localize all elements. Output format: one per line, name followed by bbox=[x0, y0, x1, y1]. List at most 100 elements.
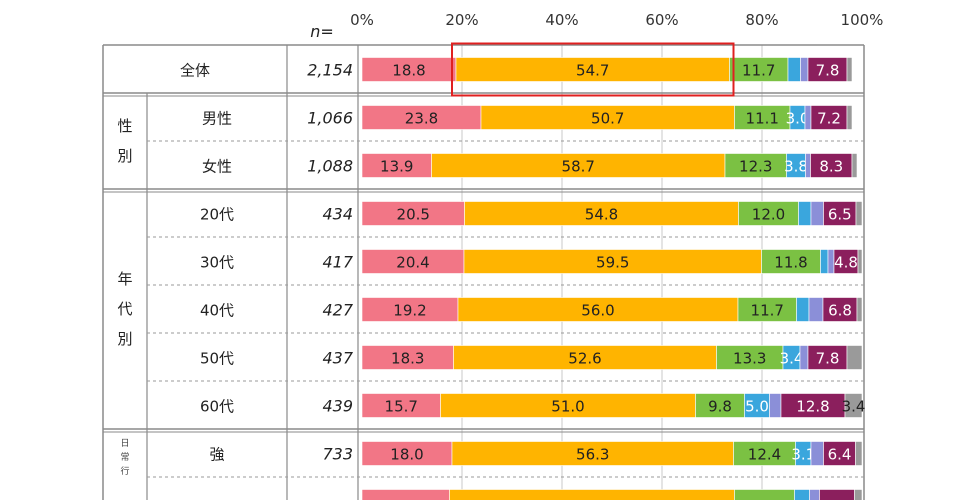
bar-segment bbox=[361, 345, 454, 370]
bar-segment bbox=[716, 345, 784, 370]
bar-segment bbox=[820, 249, 829, 274]
bar-segment bbox=[854, 489, 863, 500]
bar-segment-label: 7.8 bbox=[816, 350, 840, 368]
row-label: 女性 bbox=[202, 158, 232, 176]
bar-segment-label: 11.7 bbox=[751, 302, 784, 320]
bar-segment bbox=[480, 105, 735, 130]
bar-segment bbox=[807, 57, 848, 82]
bar-segment-label: 5.0 bbox=[745, 398, 769, 416]
bar-segment-label: 20.5 bbox=[397, 206, 430, 224]
bar-segment-label: 59.5 bbox=[596, 254, 629, 272]
bar-segment bbox=[807, 345, 848, 370]
bar-segment bbox=[804, 105, 812, 130]
bar-segment-label: 3.1 bbox=[791, 446, 815, 464]
bar-segment-label: 56.3 bbox=[576, 446, 609, 464]
bar-segment bbox=[724, 153, 787, 178]
bar-segment bbox=[744, 393, 770, 418]
bar-segment bbox=[810, 153, 853, 178]
bar-segment-label: 7.8 bbox=[816, 62, 840, 80]
bar-segment-label: 3.8 bbox=[784, 158, 808, 176]
bar-segment bbox=[361, 201, 465, 226]
bar-segment-label: 12.0 bbox=[752, 206, 785, 224]
x-tick-label: 80% bbox=[745, 11, 778, 29]
bar-segment bbox=[455, 57, 730, 82]
group-label-char: 常 bbox=[120, 451, 129, 463]
highlight-box bbox=[451, 42, 735, 97]
row-label: 20代 bbox=[200, 206, 234, 224]
bar-segment bbox=[361, 57, 457, 82]
group-label-char: 性 bbox=[117, 117, 132, 135]
row-label: 40代 bbox=[200, 302, 234, 320]
bar-segment bbox=[737, 297, 797, 322]
bar-segment bbox=[361, 489, 450, 500]
bar-segment-label: 18.3 bbox=[391, 350, 424, 368]
row-n-value: 1,088 bbox=[307, 157, 353, 176]
bar-segment bbox=[846, 105, 853, 130]
bar-segment bbox=[855, 441, 863, 466]
bar-segment bbox=[810, 441, 824, 466]
bar-segment bbox=[361, 105, 482, 130]
row-n-value: 417 bbox=[322, 253, 353, 272]
bar-segment bbox=[796, 297, 810, 322]
bar-segment bbox=[799, 345, 809, 370]
bar-segment bbox=[810, 201, 824, 226]
bar-segment bbox=[819, 489, 855, 500]
bar-segment bbox=[798, 201, 812, 226]
bar-segment-label: 9.8 bbox=[708, 398, 732, 416]
row-label: 30代 bbox=[200, 254, 234, 272]
bar-segment-label: 11.8 bbox=[774, 254, 807, 272]
x-tick-label: 60% bbox=[645, 11, 678, 29]
group-label-char: 行 bbox=[120, 465, 129, 477]
n-header: n= bbox=[310, 22, 334, 41]
bar-segment-label: 6.8 bbox=[828, 302, 852, 320]
bar-segment-label: 54.7 bbox=[576, 62, 609, 80]
x-tick-label: 100% bbox=[841, 11, 884, 29]
row-label: 男性 bbox=[202, 110, 232, 128]
bar-segment bbox=[463, 249, 762, 274]
bar-segment bbox=[800, 57, 809, 82]
row-label: 全体 bbox=[180, 62, 210, 80]
bar-segment bbox=[729, 57, 789, 82]
bar-segment-label: 50.7 bbox=[591, 110, 624, 128]
bar-segment bbox=[810, 105, 848, 130]
bar-segment-label: 58.7 bbox=[562, 158, 595, 176]
bar-segment bbox=[846, 57, 853, 82]
bar-segment-label: 4.8 bbox=[834, 254, 858, 272]
row-n-value: 437 bbox=[322, 349, 353, 368]
bar-segment-label: 23.8 bbox=[405, 110, 438, 128]
bar-segment-label: 11.7 bbox=[742, 62, 775, 80]
bar-segment-label: 15.7 bbox=[385, 398, 418, 416]
row-n-value: 439 bbox=[322, 397, 353, 416]
bar-segment bbox=[464, 201, 739, 226]
bar-segment bbox=[833, 249, 859, 274]
bar-segment bbox=[361, 249, 465, 274]
x-tick-label: 40% bbox=[545, 11, 578, 29]
bar-segment bbox=[808, 297, 824, 322]
bar-segment bbox=[846, 345, 863, 370]
bar-segment bbox=[734, 489, 795, 500]
bar-segment-label: 18.8 bbox=[392, 62, 425, 80]
bar-segment bbox=[695, 393, 745, 418]
bar-segment bbox=[857, 249, 863, 274]
bar-segment-label: 13.3 bbox=[733, 350, 766, 368]
bar-segment-label: 6.5 bbox=[828, 206, 852, 224]
bar-segment-label: 8.3 bbox=[819, 158, 843, 176]
bar-segment bbox=[734, 105, 791, 130]
bar-segment bbox=[822, 297, 858, 322]
row-label: 60代 bbox=[200, 398, 234, 416]
group-label-char: 別 bbox=[117, 330, 132, 348]
bar-segment-label: 6.4 bbox=[828, 446, 852, 464]
bar-segment-label: 12.8 bbox=[796, 398, 829, 416]
bar-segment bbox=[855, 201, 863, 226]
bar-segment-label: 12.4 bbox=[748, 446, 781, 464]
bar-segment-label: 19.2 bbox=[393, 302, 426, 320]
bar-segment-label: 7.2 bbox=[817, 110, 841, 128]
row-n-value: 434 bbox=[322, 205, 353, 224]
bar-segment bbox=[738, 201, 799, 226]
bar-segment-label: 3.0 bbox=[786, 110, 810, 128]
bar-segment-label: 52.6 bbox=[568, 350, 601, 368]
bar-segment-label: 3.4 bbox=[780, 350, 804, 368]
bar-segment bbox=[787, 57, 801, 82]
